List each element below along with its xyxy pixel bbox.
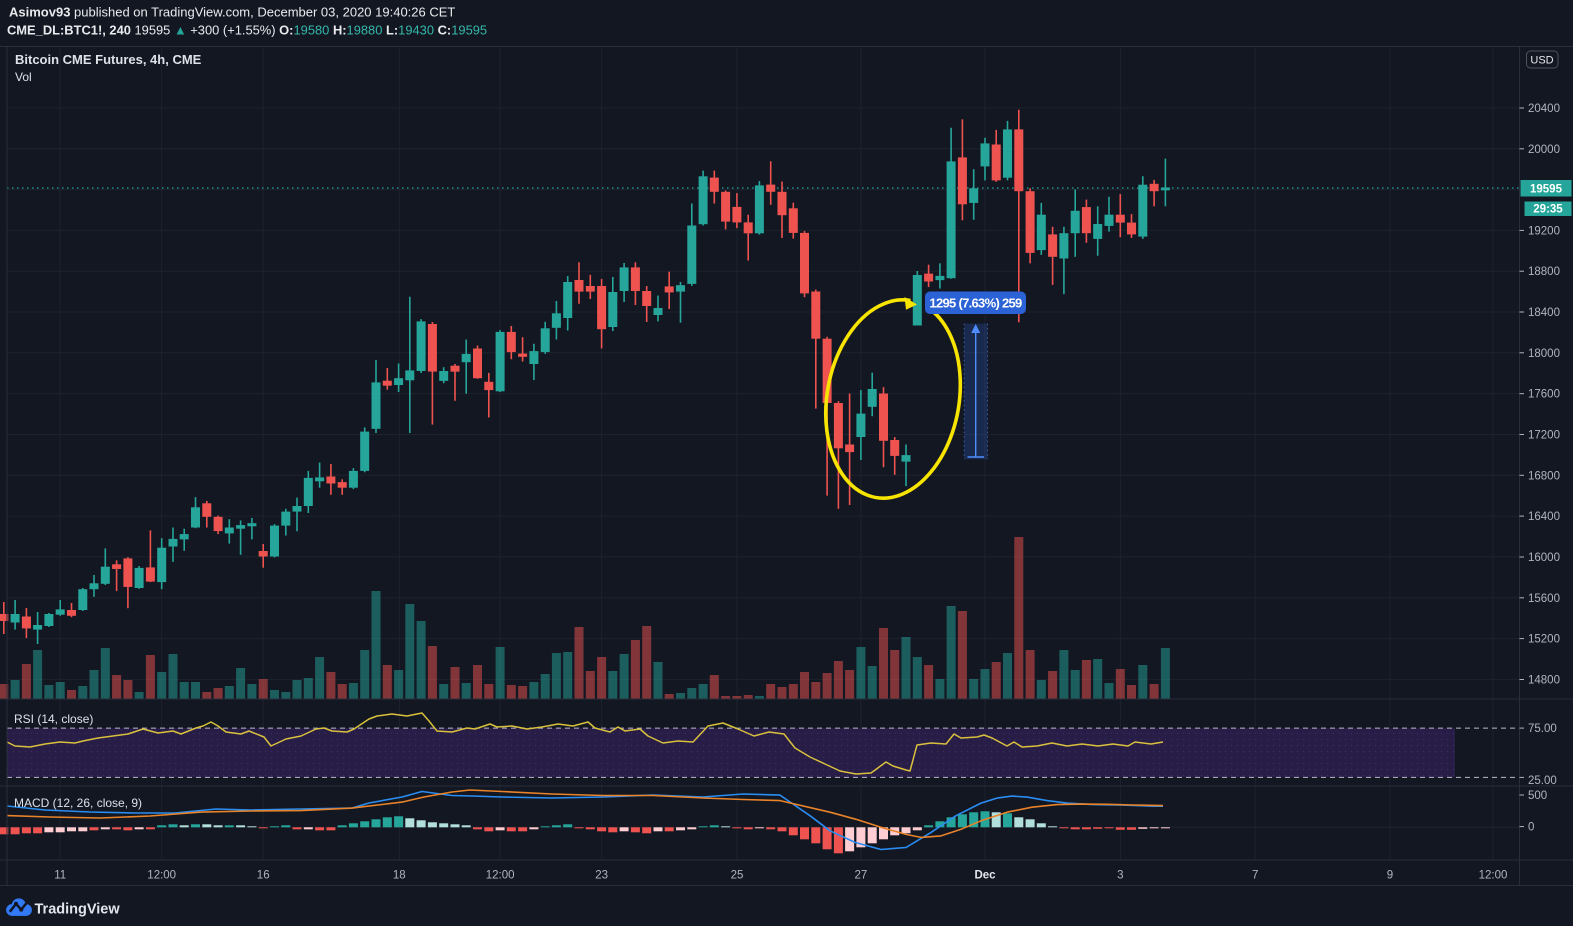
svg-text:75.00: 75.00	[1528, 723, 1557, 735]
svg-text:14800: 14800	[1528, 675, 1560, 687]
svg-text:7: 7	[1252, 870, 1258, 882]
svg-text:11: 11	[54, 870, 66, 882]
svg-text:23: 23	[595, 870, 608, 882]
svg-text:16: 16	[257, 870, 270, 882]
svg-text:Vol: Vol	[15, 70, 32, 84]
svg-text:19595: 19595	[1530, 184, 1563, 196]
svg-text:17600: 17600	[1528, 389, 1560, 401]
svg-text:0: 0	[1528, 822, 1534, 834]
svg-text:3: 3	[1117, 870, 1123, 882]
svg-text:16000: 16000	[1528, 552, 1560, 564]
svg-text:29:35: 29:35	[1533, 204, 1563, 216]
svg-text:TradingView: TradingView	[35, 902, 121, 918]
svg-text:Bitcoin CME Futures, 4h, CME: Bitcoin CME Futures, 4h, CME	[15, 52, 202, 67]
svg-text:CME_DL:BTC1!, 240 19595 ▲ +30: CME_DL:BTC1!, 240 19595 ▲ +300 (+1.55%) …	[7, 23, 487, 38]
svg-text:18400: 18400	[1528, 307, 1560, 319]
svg-text:17200: 17200	[1528, 430, 1560, 442]
svg-text:20400: 20400	[1528, 103, 1560, 115]
svg-text:19200: 19200	[1528, 225, 1560, 237]
svg-text:1295 (7.63%) 259: 1295 (7.63%) 259	[929, 296, 1022, 311]
svg-text:Asimov93 published on TradingV: Asimov93 published on TradingView.com, D…	[9, 5, 455, 20]
svg-text:16800: 16800	[1528, 470, 1560, 482]
svg-text:16400: 16400	[1528, 511, 1560, 523]
svg-text:Dec: Dec	[974, 870, 996, 882]
svg-text:12:00: 12:00	[1479, 870, 1508, 882]
svg-text:25.00: 25.00	[1528, 775, 1557, 787]
svg-text:25: 25	[731, 870, 744, 882]
svg-text:27: 27	[855, 870, 868, 882]
svg-text:15200: 15200	[1528, 634, 1560, 646]
svg-text:18800: 18800	[1528, 266, 1560, 278]
svg-text:RSI (14, close): RSI (14, close)	[14, 712, 93, 726]
svg-text:12:00: 12:00	[147, 870, 176, 882]
svg-text:MACD (12, 26, close, 9): MACD (12, 26, close, 9)	[14, 796, 142, 810]
svg-text:USD: USD	[1530, 55, 1553, 67]
svg-text:9: 9	[1387, 870, 1393, 882]
svg-text:20000: 20000	[1528, 144, 1560, 156]
svg-text:18000: 18000	[1528, 348, 1560, 360]
svg-text:15600: 15600	[1528, 593, 1560, 605]
svg-text:12:00: 12:00	[486, 870, 515, 882]
svg-text:500: 500	[1528, 790, 1547, 802]
svg-text:18: 18	[393, 870, 406, 882]
